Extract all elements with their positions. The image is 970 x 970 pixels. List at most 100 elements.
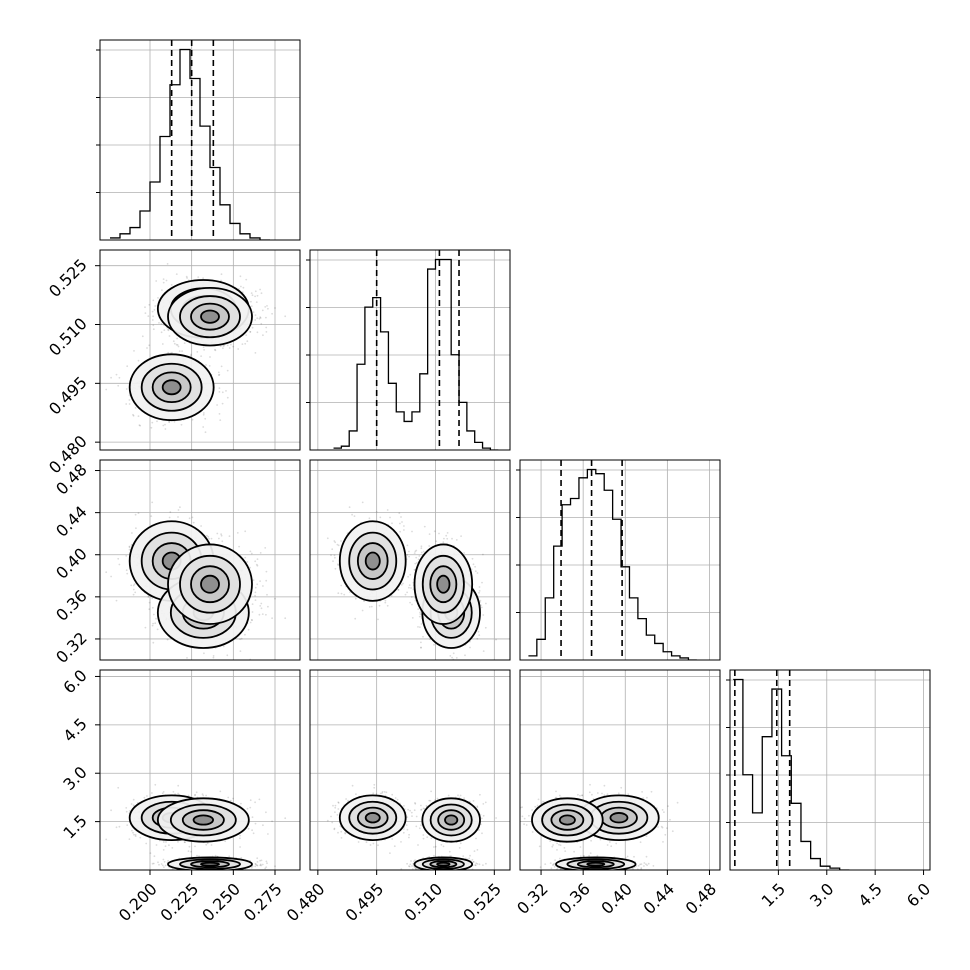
scatter-point xyxy=(166,263,169,265)
scatter-point xyxy=(399,530,401,533)
scatter-point xyxy=(254,599,257,601)
scatter-point xyxy=(176,344,179,346)
scatter-point xyxy=(179,506,181,509)
scatter-point xyxy=(148,344,151,347)
scatter-point xyxy=(203,349,206,351)
scatter-point xyxy=(452,652,455,655)
scatter-point xyxy=(212,655,215,657)
scatter-point xyxy=(205,364,207,366)
scatter-point xyxy=(155,280,158,282)
scatter-point xyxy=(244,530,247,533)
histogram-1 xyxy=(333,250,499,450)
scatter-point xyxy=(389,516,391,519)
scatter-point xyxy=(132,414,135,417)
scatter-point xyxy=(470,568,473,571)
scatter-point xyxy=(175,273,178,275)
scatter-point xyxy=(183,342,186,344)
scatter-point xyxy=(256,564,259,567)
scatter-point xyxy=(155,617,157,620)
scatter-point xyxy=(207,535,210,538)
scatter-point xyxy=(333,554,336,557)
scatter-point xyxy=(251,326,254,329)
scatter-point xyxy=(337,564,340,566)
scatter-point xyxy=(178,350,181,352)
scatter-point xyxy=(410,596,413,598)
scatter-point xyxy=(228,535,231,537)
scatter-point xyxy=(334,567,337,570)
scatter-point xyxy=(400,516,402,518)
scatter-point xyxy=(331,548,334,551)
scatter-point xyxy=(227,663,229,665)
scatter-point xyxy=(464,654,466,657)
scatter-point xyxy=(260,322,263,325)
scatter-point xyxy=(154,622,157,625)
histogram-step-1 xyxy=(333,258,499,450)
scatter-point xyxy=(259,317,262,319)
contours-2-0 xyxy=(128,520,253,649)
scatter-point xyxy=(176,337,179,340)
scatter-point xyxy=(238,545,241,548)
scatter-point xyxy=(162,424,165,427)
scatter-point xyxy=(128,403,131,405)
scatter-point xyxy=(249,331,252,333)
scatter-point xyxy=(256,558,259,560)
scatter-point xyxy=(255,301,258,303)
scatter-point xyxy=(414,562,417,565)
scatter-point xyxy=(226,654,229,657)
scatter-point xyxy=(265,331,268,333)
scatter-point xyxy=(196,351,199,353)
scatter-point xyxy=(206,534,208,537)
scatter-point xyxy=(451,537,453,540)
scatter-point xyxy=(132,413,134,416)
scatter-point xyxy=(249,566,252,569)
scatter-point xyxy=(354,617,357,620)
scatter-point xyxy=(228,347,231,349)
scatter-point xyxy=(415,556,418,559)
scatter-point xyxy=(221,391,224,394)
scatter-point xyxy=(221,402,224,405)
scatter-point xyxy=(158,322,160,324)
scatter-point xyxy=(105,388,108,391)
scatter-point xyxy=(135,527,137,530)
scatter-point xyxy=(210,537,213,540)
scatter-point xyxy=(151,624,154,627)
scatter-point xyxy=(428,533,431,535)
scatter-point xyxy=(284,315,287,318)
scatter-point xyxy=(414,550,417,553)
scatter-point xyxy=(337,563,339,566)
scatter-point xyxy=(218,413,221,415)
scatter-point xyxy=(221,540,224,543)
scatter-point xyxy=(115,599,118,602)
scatter-point xyxy=(137,512,140,514)
scatter-point xyxy=(408,586,410,589)
scatter-point xyxy=(226,369,229,372)
scatter-point xyxy=(258,613,261,616)
scatter-point xyxy=(126,572,129,575)
scatter-point xyxy=(239,650,242,652)
scatter-point xyxy=(218,391,221,393)
scatter-point xyxy=(451,656,453,659)
scatter-point xyxy=(384,599,387,602)
scatter-point xyxy=(156,420,158,423)
scatter-point xyxy=(126,365,129,368)
scatter-point xyxy=(397,589,400,591)
scatter-point xyxy=(254,352,257,354)
scatter-point xyxy=(351,513,353,516)
scatter-point xyxy=(156,628,159,631)
scatter-point xyxy=(250,305,253,307)
scatter-point xyxy=(214,348,216,351)
scatter-panel-2-0 xyxy=(105,501,287,665)
scatter-point xyxy=(239,275,242,278)
scatter-point xyxy=(258,317,261,320)
contour-2-3 xyxy=(200,574,220,594)
scatter-point xyxy=(128,546,131,549)
scatter-point xyxy=(133,350,135,352)
scatter-point xyxy=(264,547,267,549)
scatter-point xyxy=(151,606,154,609)
scatter-point xyxy=(169,511,172,513)
scatter-point xyxy=(251,603,254,605)
scatter-point xyxy=(460,535,462,537)
scatter-point xyxy=(134,513,137,516)
scatter-point xyxy=(259,552,262,554)
